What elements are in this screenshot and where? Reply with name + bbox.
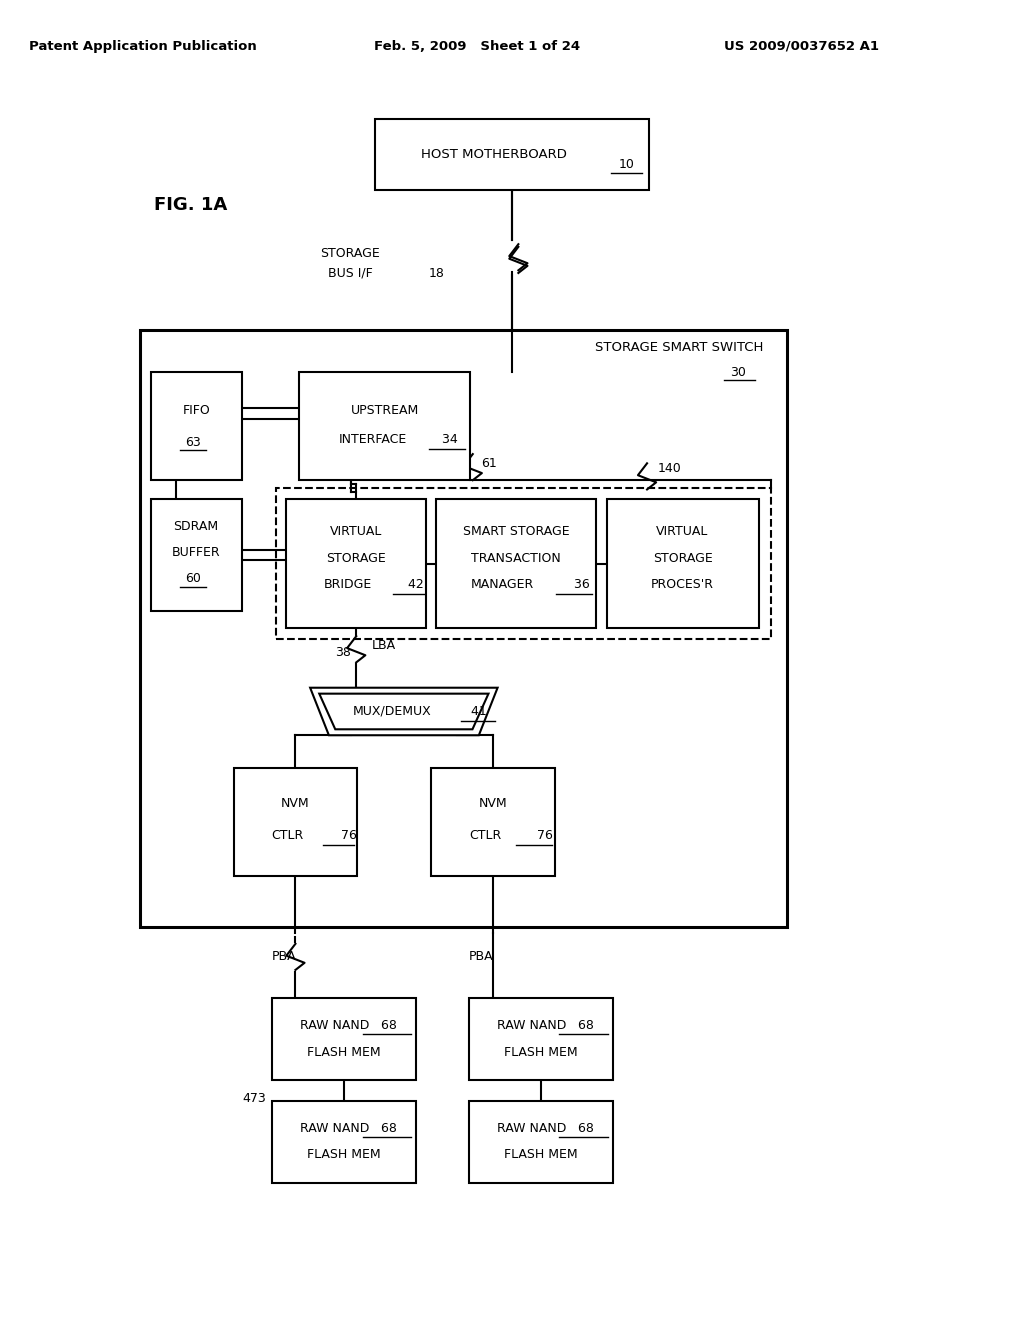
Text: PBA: PBA — [469, 950, 494, 964]
Text: STORAGE: STORAGE — [327, 552, 386, 565]
Text: 76': 76' — [529, 829, 556, 842]
Text: STORAGE SMART SWITCH: STORAGE SMART SWITCH — [595, 341, 764, 354]
FancyBboxPatch shape — [287, 499, 426, 628]
Text: RAW NAND: RAW NAND — [300, 1122, 370, 1135]
Text: US 2009/0037652 A1: US 2009/0037652 A1 — [724, 40, 879, 53]
Text: STORAGE: STORAGE — [321, 247, 380, 260]
Text: FLASH MEM: FLASH MEM — [307, 1148, 381, 1162]
FancyBboxPatch shape — [272, 1101, 416, 1183]
Text: FIFO: FIFO — [182, 404, 210, 417]
Polygon shape — [319, 694, 488, 729]
Text: RAW NAND: RAW NAND — [300, 1019, 370, 1032]
Text: 10: 10 — [618, 158, 635, 172]
Text: PROCES'R: PROCES'R — [651, 578, 714, 591]
Text: BUS I/F: BUS I/F — [328, 267, 373, 280]
Text: BRIDGE: BRIDGE — [324, 578, 373, 591]
Text: 68: 68 — [573, 1122, 594, 1135]
Text: MANAGER: MANAGER — [471, 578, 534, 591]
Text: Feb. 5, 2009   Sheet 1 of 24: Feb. 5, 2009 Sheet 1 of 24 — [374, 40, 580, 53]
Text: SMART STORAGE: SMART STORAGE — [463, 525, 569, 539]
FancyBboxPatch shape — [606, 499, 759, 628]
FancyBboxPatch shape — [299, 372, 470, 480]
Text: STORAGE: STORAGE — [652, 552, 713, 565]
FancyBboxPatch shape — [469, 998, 612, 1080]
Text: NVM: NVM — [282, 797, 309, 810]
FancyBboxPatch shape — [272, 998, 416, 1080]
FancyBboxPatch shape — [151, 372, 242, 480]
Text: 68: 68 — [377, 1019, 397, 1032]
Text: 36: 36 — [566, 578, 590, 591]
Text: INTERFACE: INTERFACE — [338, 433, 407, 446]
Text: 68: 68 — [573, 1019, 594, 1032]
FancyBboxPatch shape — [431, 768, 555, 876]
FancyBboxPatch shape — [376, 119, 649, 190]
Text: 18: 18 — [428, 267, 444, 280]
Text: CTLR: CTLR — [271, 829, 303, 842]
Text: 140: 140 — [657, 462, 681, 475]
Text: HOST MOTHERBOARD: HOST MOTHERBOARD — [421, 148, 567, 161]
Text: 38: 38 — [335, 645, 351, 659]
FancyBboxPatch shape — [436, 499, 596, 628]
Text: PBA: PBA — [272, 950, 297, 964]
Text: SDRAM: SDRAM — [174, 520, 219, 532]
Text: 30: 30 — [730, 366, 746, 379]
Text: FIG. 1A: FIG. 1A — [155, 195, 227, 214]
Text: VIRTUAL: VIRTUAL — [330, 525, 382, 539]
Text: 42: 42 — [404, 578, 424, 591]
Text: RAW NAND: RAW NAND — [497, 1019, 566, 1032]
Text: Patent Application Publication: Patent Application Publication — [29, 40, 256, 53]
Text: FLASH MEM: FLASH MEM — [504, 1045, 578, 1059]
Text: 61: 61 — [481, 457, 497, 470]
Text: VIRTUAL: VIRTUAL — [656, 525, 709, 539]
FancyBboxPatch shape — [276, 488, 771, 639]
Text: FLASH MEM: FLASH MEM — [504, 1148, 578, 1162]
Text: 473: 473 — [243, 1092, 266, 1105]
Text: RAW NAND: RAW NAND — [497, 1122, 566, 1135]
FancyBboxPatch shape — [151, 499, 242, 611]
Text: CTLR: CTLR — [469, 829, 501, 842]
Text: 41: 41 — [467, 705, 486, 718]
Text: 60: 60 — [185, 573, 201, 585]
Text: FLASH MEM: FLASH MEM — [307, 1045, 381, 1059]
Text: LBA: LBA — [372, 639, 395, 652]
Polygon shape — [310, 688, 498, 735]
Text: UPSTREAM: UPSTREAM — [350, 404, 419, 417]
FancyBboxPatch shape — [140, 330, 786, 927]
Text: BUFFER: BUFFER — [172, 546, 220, 558]
Text: MUX/DEMUX: MUX/DEMUX — [352, 705, 431, 718]
FancyBboxPatch shape — [233, 768, 357, 876]
Text: NVM: NVM — [479, 797, 507, 810]
Text: 34: 34 — [437, 433, 458, 446]
Text: TRANSACTION: TRANSACTION — [471, 552, 561, 565]
Text: 63: 63 — [185, 436, 201, 449]
Text: 76: 76 — [333, 829, 357, 842]
Text: 68: 68 — [377, 1122, 397, 1135]
FancyBboxPatch shape — [469, 1101, 612, 1183]
